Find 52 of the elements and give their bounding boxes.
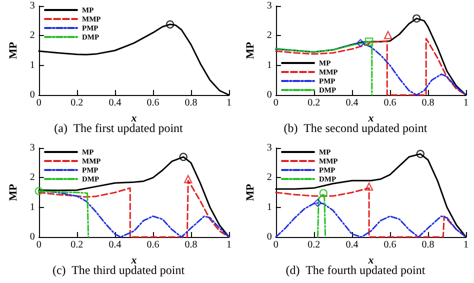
x-tick-label: 0.4 bbox=[108, 98, 122, 108]
point bbox=[412, 14, 421, 23]
x-tick-label: 0.8 bbox=[422, 239, 434, 250]
y-tick-label: 1 bbox=[30, 60, 35, 71]
y-axis-title: MP bbox=[244, 183, 256, 201]
y-tick-label: 2 bbox=[30, 172, 35, 183]
x-tick-label: 0.4 bbox=[346, 239, 358, 250]
x-tick-label: 0.2 bbox=[70, 98, 84, 108]
point bbox=[314, 198, 322, 206]
x-tick-label: 1 bbox=[226, 98, 232, 108]
line-series bbox=[38, 190, 90, 238]
x-tick-label: 0.8 bbox=[422, 98, 434, 108]
y-tick-label: 3 bbox=[30, 0, 35, 12]
y-axis-title: MP bbox=[8, 183, 20, 201]
point bbox=[319, 188, 328, 197]
x-tick-label: 0.2 bbox=[308, 239, 320, 250]
point bbox=[184, 174, 192, 183]
y-tick-label: 2 bbox=[30, 30, 35, 42]
x-tick-label: 0.6 bbox=[146, 98, 160, 108]
x-tick-label: 0.8 bbox=[184, 98, 198, 108]
point bbox=[356, 38, 365, 48]
x-tick-label: 0.6 bbox=[146, 239, 160, 250]
x-tick-label: 0.6 bbox=[384, 239, 396, 250]
point bbox=[384, 30, 392, 40]
y-tick-label: 0 bbox=[266, 90, 272, 100]
y-axis-title: MP bbox=[244, 42, 256, 60]
y-tick-label: 0 bbox=[30, 231, 35, 242]
y-tick-label: 1 bbox=[266, 60, 272, 71]
y-tick-label: 3 bbox=[30, 142, 35, 153]
x-tick-label: 0.4 bbox=[108, 239, 122, 250]
y-axis-title: MP bbox=[8, 42, 20, 60]
x-tick-label: 1 bbox=[464, 239, 468, 250]
y-tick-label: 1 bbox=[266, 201, 272, 212]
y-tick-label: 2 bbox=[266, 172, 272, 183]
point bbox=[34, 186, 43, 195]
x-tick-label: 1 bbox=[226, 239, 232, 250]
x-tick-label: 0.8 bbox=[184, 239, 198, 250]
y-tick-label: 0 bbox=[30, 90, 35, 100]
point bbox=[364, 182, 374, 190]
point bbox=[416, 149, 424, 158]
y-tick-label: 0 bbox=[266, 231, 272, 242]
x-tick-label: 1 bbox=[464, 98, 468, 108]
point bbox=[179, 152, 188, 160]
x-tick-label: 0.4 bbox=[346, 98, 358, 108]
x-tick-label: 0.6 bbox=[384, 98, 396, 108]
point bbox=[364, 38, 374, 46]
y-tick-label: 2 bbox=[266, 30, 272, 42]
y-tick-label: 1 bbox=[30, 201, 35, 212]
x-tick-label: 0.2 bbox=[308, 98, 320, 108]
y-tick-label: 3 bbox=[266, 0, 272, 12]
x-tick-label: 0.2 bbox=[70, 239, 84, 250]
y-tick-label: 3 bbox=[266, 142, 272, 153]
